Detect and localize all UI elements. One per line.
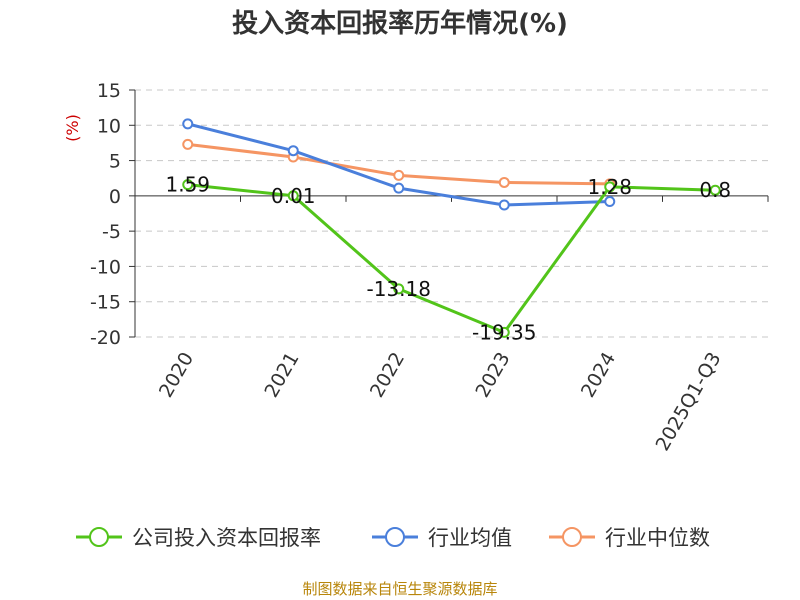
- y-tick-label: 0: [109, 186, 121, 208]
- series-lines: [182, 118, 721, 338]
- data-point: [498, 176, 510, 188]
- x-tick-label: 2020: [155, 349, 198, 402]
- data-point: [498, 326, 510, 338]
- data-point: [287, 190, 299, 202]
- axes: [129, 89, 769, 338]
- data-point: [182, 138, 194, 150]
- data-label: -19.35: [472, 320, 536, 344]
- y-tick-label: 5: [109, 151, 121, 173]
- data-labels: 1.59 0.01 -13.18 -19.35 1.28 0.8: [165, 173, 731, 345]
- legend-label: 行业均值: [428, 526, 512, 550]
- legend: 公司投入资本回报率 行业均值 行业中位数: [76, 526, 710, 550]
- data-point: [604, 196, 616, 208]
- data-label: 1.28: [587, 175, 632, 199]
- legend-marker: [89, 527, 109, 547]
- y-axis-label: (%): [63, 114, 82, 142]
- legend-marker: [562, 527, 582, 547]
- data-label: 0.8: [699, 178, 731, 202]
- data-point: [709, 184, 721, 196]
- data-label: 1.59: [165, 173, 210, 197]
- data-point: [393, 283, 405, 295]
- legend-label: 公司投入资本回报率: [132, 526, 321, 550]
- x-tick-labels: 2020 2021 2022 2023 2024 2025Q1-Q3: [155, 349, 726, 455]
- data-point: [393, 169, 405, 181]
- data-label: -13.18: [367, 277, 431, 301]
- x-tick-label: 2024: [577, 349, 620, 402]
- data-point: [182, 118, 194, 130]
- y-tick-label: 15: [97, 80, 121, 102]
- chart-title: 投入资本回报率历年情况(%): [232, 8, 568, 39]
- y-tick-labels: 15 10 5 0 -5 -10 -15 -20: [90, 80, 121, 349]
- data-point: [287, 145, 299, 157]
- data-point: [182, 179, 194, 191]
- y-tick-label: -20: [90, 327, 121, 349]
- legend-marker: [385, 527, 405, 547]
- y-tick-label: -5: [102, 221, 121, 243]
- y-tick-label: -10: [90, 256, 121, 278]
- series-line: [187, 183, 716, 334]
- data-label: 0.01: [271, 184, 316, 208]
- legend-label: 行业中位数: [605, 526, 710, 550]
- y-tick-label: 10: [97, 115, 121, 137]
- x-tick-label: 2023: [471, 349, 514, 402]
- data-point: [498, 199, 510, 211]
- x-tick-label: 2021: [260, 349, 303, 402]
- x-tick-label: 2022: [366, 349, 409, 402]
- grid-lines: [135, 89, 768, 338]
- data-point: [604, 181, 616, 193]
- source-note: 制图数据来自恒生聚源数据库: [302, 580, 497, 598]
- y-tick-label: -15: [90, 292, 121, 314]
- x-tick-label: 2025Q1-Q3: [652, 349, 726, 455]
- data-point: [393, 182, 405, 194]
